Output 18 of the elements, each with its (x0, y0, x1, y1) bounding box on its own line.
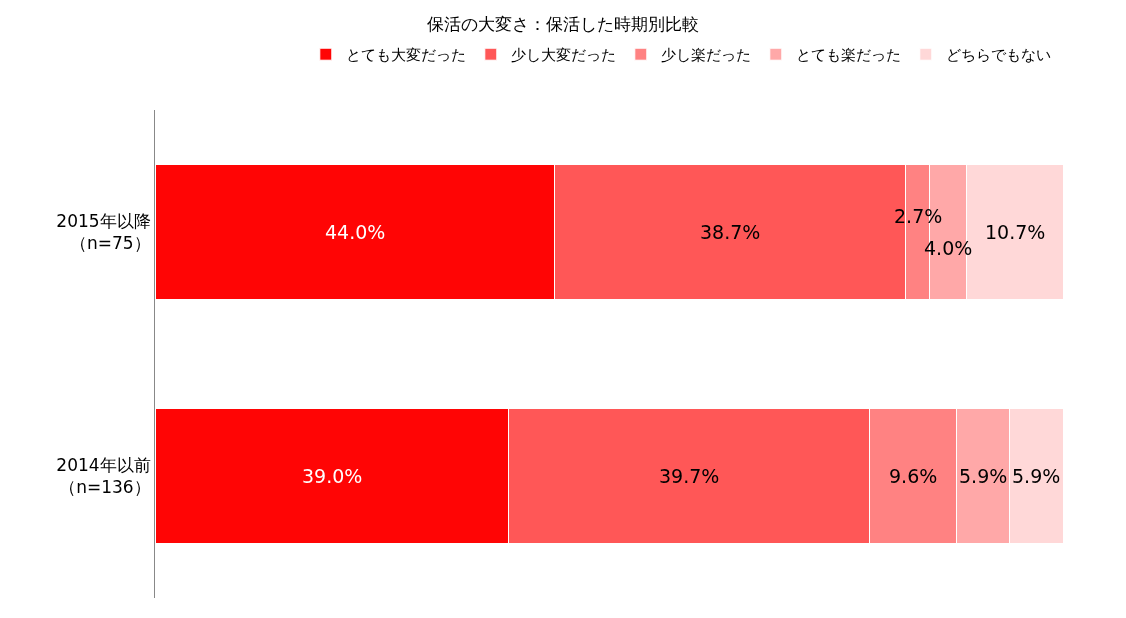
data-label: 38.7% (700, 221, 761, 243)
data-label: 4.0% (924, 237, 973, 259)
data-label: 5.9% (959, 465, 1008, 487)
legend-label: とても楽だった (795, 46, 901, 65)
legend-label: 少し大変だった (510, 46, 616, 65)
data-label: 5.9% (1012, 465, 1061, 487)
data-label: 39.7% (659, 465, 720, 487)
legend-label: どちらでもない (945, 46, 1051, 65)
chart-title: 保活の大変さ：保活した時期別比較 (427, 14, 699, 35)
y-tick-label: 2014年以前（n=136） (56, 454, 151, 497)
data-label: 10.7% (985, 221, 1046, 243)
data-label: 44.0% (325, 221, 386, 243)
legend-label: とても大変だった (345, 46, 466, 65)
data-label: 39.0% (302, 465, 363, 487)
y-tick-label: 2015年以降（n=75） (56, 210, 151, 253)
data-label: 9.6% (889, 465, 938, 487)
legend-label: 少し楽だった (660, 46, 751, 65)
data-label: 2.7% (894, 205, 943, 227)
